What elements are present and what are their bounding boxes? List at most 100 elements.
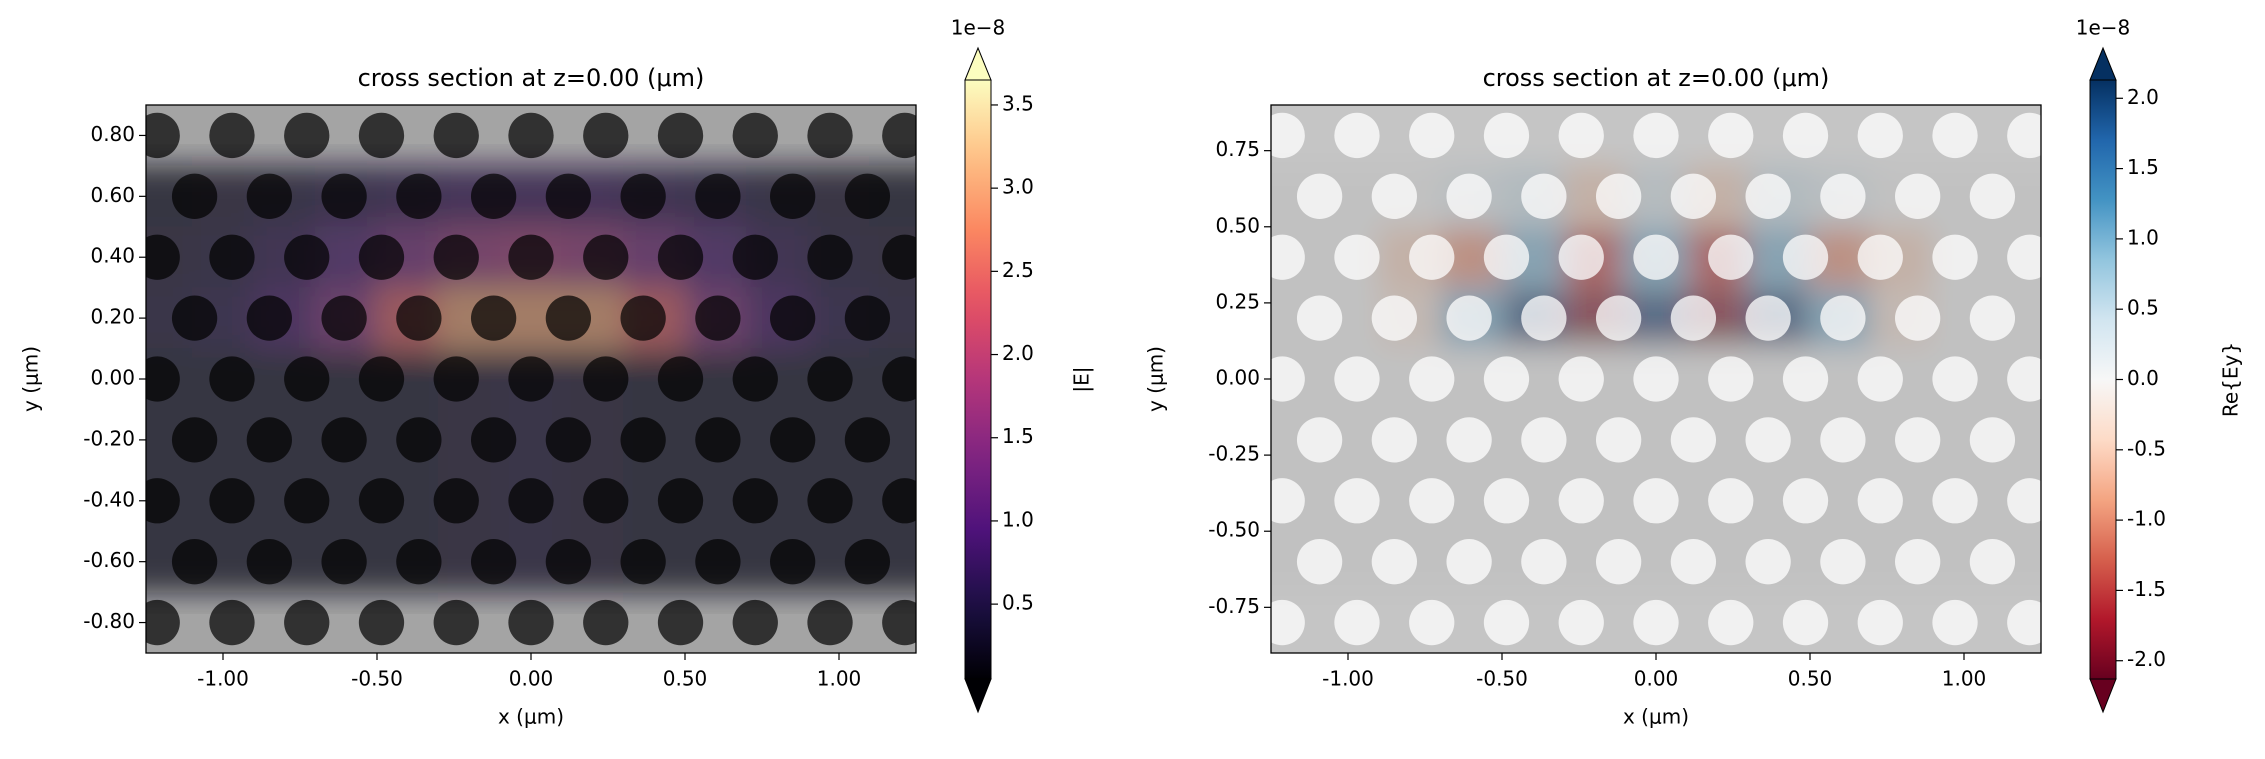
hole	[770, 173, 816, 219]
hole	[1032, 600, 1077, 645]
hole	[545, 295, 592, 341]
hole	[358, 478, 405, 524]
hole	[807, 722, 852, 755]
hole	[545, 173, 592, 219]
hole	[358, 234, 405, 280]
hole	[2045, 174, 2090, 219]
cbar-tick-label: -0.5	[2127, 436, 2166, 460]
hole	[146, 599, 180, 646]
hole	[957, 722, 1002, 755]
hole	[1271, 234, 1305, 280]
hole	[284, 722, 329, 755]
hole	[882, 478, 916, 524]
y-tick-label: 0.75	[1215, 137, 1260, 161]
hole	[1820, 539, 1866, 585]
hole	[1633, 112, 1679, 159]
y-tick-label: -0.80	[83, 609, 135, 633]
hole	[2045, 295, 2090, 340]
hole	[695, 417, 741, 463]
hole	[620, 173, 666, 219]
hole	[1932, 478, 1978, 524]
hole	[1969, 173, 2016, 219]
hole	[2157, 113, 2202, 158]
hole	[1371, 173, 1417, 219]
hole	[246, 295, 292, 341]
hole	[171, 539, 218, 585]
hole	[97, 661, 142, 706]
hole	[1069, 174, 1114, 219]
hole	[732, 599, 778, 646]
hole	[1483, 599, 1530, 646]
hole	[1483, 112, 1530, 159]
hole	[209, 234, 255, 280]
hole	[1820, 417, 1866, 463]
hole	[583, 478, 629, 524]
x-tick-label: -0.50	[351, 667, 403, 691]
heat-cell	[1271, 530, 1318, 593]
hole	[1296, 539, 1343, 585]
cbar-tick-label: 1.5	[2127, 155, 2159, 179]
hole	[209, 112, 255, 159]
hole	[1783, 722, 1828, 755]
hole	[1521, 173, 1567, 219]
hole	[583, 599, 629, 646]
hole	[1296, 173, 1343, 219]
hole	[1670, 173, 1717, 219]
y-axis-label: y (μm)	[1144, 346, 1168, 412]
hole	[433, 356, 479, 402]
hole	[994, 539, 1039, 584]
hole	[920, 174, 965, 219]
hole	[1970, 52, 2015, 97]
y-tick-label: 0.60	[90, 183, 135, 207]
cbar-tick-label: 1.0	[1002, 507, 1034, 531]
x-tick-label: 1.00	[1942, 667, 1987, 691]
hole	[359, 722, 404, 755]
hole	[2157, 356, 2202, 401]
y-tick-label: 0.20	[90, 305, 135, 329]
cbar-tick-label: 1.5	[1002, 424, 1034, 448]
hole	[1484, 722, 1529, 755]
hole	[2045, 661, 2090, 706]
x-tick-label: 1.00	[817, 667, 862, 691]
hole	[1932, 599, 1978, 646]
hole	[583, 234, 629, 280]
hole	[358, 599, 405, 646]
hole	[1409, 478, 1455, 524]
hole	[1271, 356, 1305, 402]
hole	[433, 599, 479, 646]
hole	[1222, 539, 1267, 584]
x-tick-label: -0.50	[1476, 667, 1528, 691]
hole	[2194, 295, 2239, 340]
hole	[1409, 112, 1455, 159]
hole	[171, 295, 218, 341]
hole	[2157, 600, 2202, 645]
hole	[1558, 112, 1604, 159]
hole	[470, 417, 517, 463]
hole	[146, 234, 180, 280]
hole	[1446, 417, 1492, 463]
hole	[1521, 295, 1567, 341]
hole	[1969, 417, 2016, 463]
hole	[1857, 356, 1903, 402]
hole	[770, 417, 816, 463]
hole	[657, 112, 704, 159]
hole	[508, 356, 554, 402]
hole	[1185, 722, 1230, 755]
hole	[1782, 599, 1829, 646]
chart-title: cross section at z=0.00 (μm)	[1483, 64, 1830, 92]
hole	[284, 356, 330, 402]
hole	[2045, 52, 2090, 97]
heat-cell	[869, 408, 916, 471]
y-tick-label: 0.80	[90, 122, 135, 146]
hole	[396, 295, 442, 341]
hole	[1409, 234, 1455, 280]
hole	[172, 52, 217, 97]
hole	[321, 539, 367, 585]
hole	[1633, 599, 1679, 646]
hole	[97, 52, 142, 97]
heat-cell	[869, 530, 916, 593]
colorbar	[2090, 80, 2116, 679]
hole	[1782, 234, 1829, 280]
y-tick-label: -0.40	[83, 487, 135, 511]
